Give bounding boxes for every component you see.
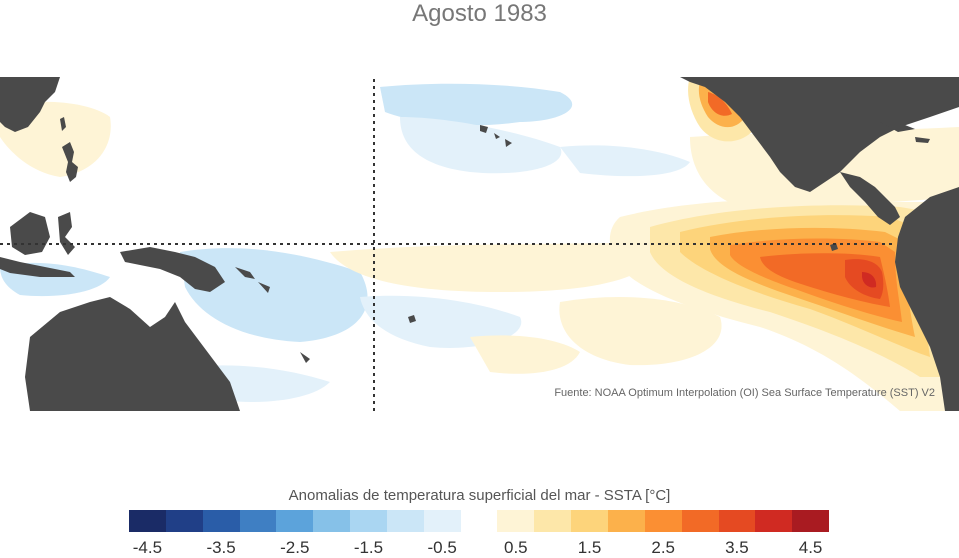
color-scale-swatch [534, 510, 572, 532]
color-scale-tick: -2.5 [280, 538, 310, 557]
central-america [840, 172, 900, 225]
color-scale-tick: 4.5 [798, 538, 823, 557]
color-scale-tick: 3.5 [725, 538, 749, 557]
south-america [895, 187, 959, 411]
el-nino-core-4 [862, 272, 877, 288]
color-scale-swatch [202, 510, 240, 532]
color-scale-swatch [755, 510, 793, 532]
color-scale-swatch [792, 510, 830, 532]
color-scale-tick: -4.5 [132, 538, 163, 557]
color-scale-swatch [386, 510, 424, 532]
fiji [408, 315, 416, 323]
hawaii [480, 125, 512, 147]
asia-mainland [0, 77, 60, 132]
color-scale-swatch [276, 510, 314, 532]
warm-patch-equatorial-band [330, 242, 660, 292]
color-scale-bar [129, 510, 830, 532]
sst-anomaly-map [0, 77, 959, 411]
color-scale-swatch [460, 510, 498, 532]
color-scale-swatch [423, 510, 461, 532]
color-scale-tick: 2.5 [651, 538, 676, 557]
cool-patch-central-north [560, 145, 690, 177]
borneo [10, 212, 50, 255]
map-title: Agosto 1983 [412, 0, 547, 27]
australia [25, 297, 240, 411]
north-america [680, 77, 959, 192]
color-scale-swatch [497, 510, 535, 532]
solomon-islands [235, 267, 270, 293]
philippines [62, 142, 78, 182]
color-scale-swatch [681, 510, 719, 532]
cool-patch-coral-sea [180, 248, 368, 342]
color-scale-swatch [129, 510, 166, 532]
cool-patch-north-central [380, 83, 573, 126]
warm-patch-south-central [470, 335, 580, 374]
color-scale-swatch [239, 510, 277, 532]
new-guinea [120, 247, 225, 292]
el-nino-warm-tongue [609, 199, 959, 411]
color-scale-tick: -1.5 [353, 538, 384, 557]
color-scale-swatch [313, 510, 351, 532]
cool-patch-hawaii [400, 117, 562, 174]
data-source-note: Fuente: NOAA Optimum Interpolation (OI) … [554, 387, 935, 399]
color-scale-swatch [350, 510, 387, 532]
color-scale-tick: 1.5 [577, 538, 602, 557]
new-caledonia [300, 352, 310, 363]
color-scale-ticks: -4.5 -3.5 -2.5 -1.5 -0.5 0.5 1.5 2.5 3.5 4.5 [0, 538, 959, 558]
caribbean-islands [880, 122, 930, 143]
color-scale-swatch [718, 510, 756, 532]
warm-patch-south-east-lobe [559, 297, 722, 366]
color-scale-swatch [571, 510, 608, 532]
land-masses [0, 77, 959, 411]
color-scale-tick: -0.5 [427, 538, 457, 557]
taiwan [60, 117, 66, 131]
sumatra-java [0, 257, 75, 277]
color-scale-swatch [644, 510, 682, 532]
baja-spot-inner [708, 92, 732, 116]
color-scale-swatch [607, 510, 645, 532]
cool-patch-south-pacific [360, 295, 522, 348]
color-scale-swatch [165, 510, 203, 532]
color-scale-tick: -3.5 [206, 538, 236, 557]
legend-title: Anomalias de temperatura superficial del… [288, 487, 671, 504]
reference-lines [0, 79, 895, 411]
baja-warm-spot [698, 82, 745, 128]
color-scale-tick: 0.5 [504, 538, 528, 557]
cool-anomaly-patches [0, 83, 690, 402]
